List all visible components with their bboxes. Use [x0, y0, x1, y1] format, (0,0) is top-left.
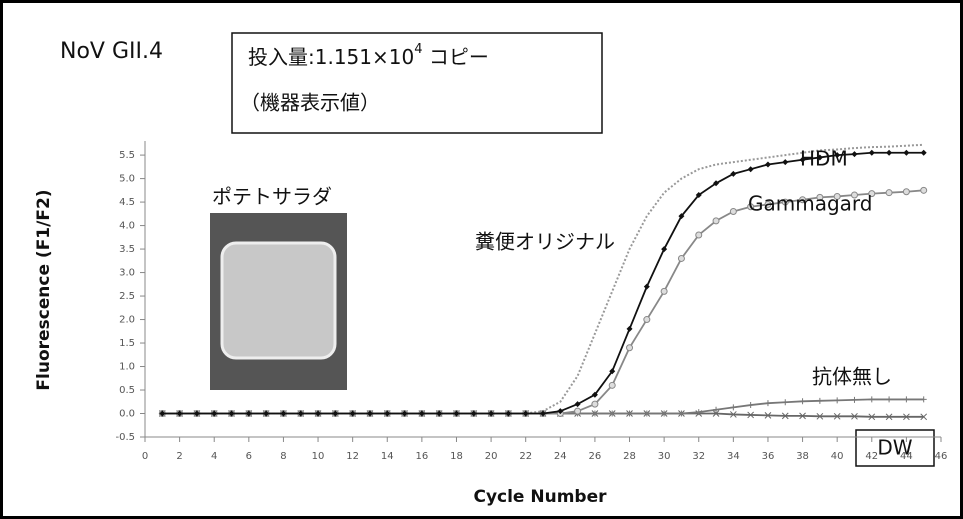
series-label: 糞便オリジナル: [475, 230, 615, 254]
series-label: HDM: [800, 147, 848, 171]
marker: [644, 317, 650, 323]
marker: [921, 396, 927, 402]
y-tick-label: 5.0: [119, 174, 135, 185]
marker: [886, 190, 892, 196]
x-tick-label: 18: [450, 451, 463, 462]
x-tick-label: 10: [312, 451, 325, 462]
y-tick-label: 3.5: [119, 244, 135, 255]
series-label: Gammagard: [748, 192, 873, 216]
x-tick-label: 30: [658, 451, 671, 462]
marker: [661, 288, 667, 294]
x-tick-label: 36: [762, 451, 775, 462]
x-axis-label: Cycle Number: [473, 487, 607, 507]
x-tick-label: 20: [485, 451, 498, 462]
marker: [765, 400, 771, 406]
marker: [748, 166, 754, 172]
marker: [851, 397, 857, 403]
marker: [748, 402, 754, 408]
x-tick-label: 42: [865, 451, 878, 462]
series-label: DW: [877, 436, 912, 460]
marker: [713, 218, 719, 224]
chart-title: NoV GII.4: [60, 39, 163, 64]
marker: [886, 150, 892, 156]
series-label: 抗体無し: [812, 365, 892, 389]
y-tick-label: 2.0: [119, 315, 135, 326]
marker: [903, 189, 909, 195]
y-tick-label: 0.0: [119, 409, 135, 420]
y-tick-label: 3.0: [119, 268, 135, 279]
marker: [869, 150, 875, 156]
marker: [817, 398, 823, 404]
marker: [627, 326, 633, 332]
y-axis-label: Fluorescence (F1/F2): [34, 189, 54, 390]
marker: [782, 159, 788, 165]
marker: [869, 396, 875, 402]
marker: [921, 187, 927, 193]
x-tick-label: 12: [346, 451, 359, 462]
y-tick-label: 2.5: [119, 291, 135, 302]
sample-dish: [222, 243, 335, 358]
x-tick-label: 46: [935, 451, 948, 462]
marker: [800, 398, 806, 404]
x-tick-label: 14: [381, 451, 394, 462]
marker: [644, 284, 650, 290]
y-tick-label: 0.5: [119, 385, 135, 396]
y-tick-label: 4.5: [119, 197, 135, 208]
x-tick-label: 8: [280, 451, 286, 462]
marker: [627, 345, 633, 351]
x-tick-label: 6: [246, 451, 252, 462]
x-tick-label: 24: [554, 451, 567, 462]
y-tick-label: 1.0: [119, 362, 135, 373]
y-tick-label: -0.5: [115, 432, 135, 443]
note: （機器表示値）: [240, 91, 380, 115]
x-tick-label: 16: [416, 451, 429, 462]
marker: [886, 396, 892, 402]
y-tick-label: 4.0: [119, 221, 135, 232]
marker: [782, 399, 788, 405]
sample-label: ポテトサラダ: [212, 185, 332, 209]
marker: [696, 232, 702, 238]
marker: [678, 255, 684, 261]
amount: 投入量:1.151×104 コピー: [248, 42, 489, 69]
marker: [575, 408, 581, 414]
x-tick-label: 4: [211, 451, 217, 462]
y-tick-label: 1.5: [119, 338, 135, 349]
x-tick-label: 34: [727, 451, 740, 462]
marker: [592, 401, 598, 407]
marker: [730, 208, 736, 214]
marker: [834, 397, 840, 403]
x-tick-label: 26: [589, 451, 602, 462]
x-tick-label: 2: [176, 451, 182, 462]
x-tick-label: 38: [796, 451, 809, 462]
x-tick-label: 32: [692, 451, 705, 462]
amount-text: 投入量:1.151×10: [248, 45, 414, 69]
marker: [765, 161, 771, 167]
chart: NoV GII.4 投入量:1.151×104 コピー （機器表示値） ポテトサ…: [0, 0, 963, 519]
marker: [851, 151, 857, 157]
x-tick-label: 22: [519, 451, 532, 462]
amount-exponent: 4: [414, 42, 422, 57]
y-tick-label: 5.5: [119, 150, 135, 161]
marker: [730, 404, 736, 410]
marker: [903, 396, 909, 402]
marker: [609, 382, 615, 388]
marker: [903, 150, 909, 156]
page: {"chart_data": { "type": "line", "title"…: [0, 0, 963, 519]
amount-unit: コピー: [422, 45, 488, 69]
x-tick-label: 40: [831, 451, 844, 462]
x-tick-label: 0: [142, 451, 148, 462]
marker: [921, 150, 927, 156]
x-tick-label: 28: [623, 451, 636, 462]
